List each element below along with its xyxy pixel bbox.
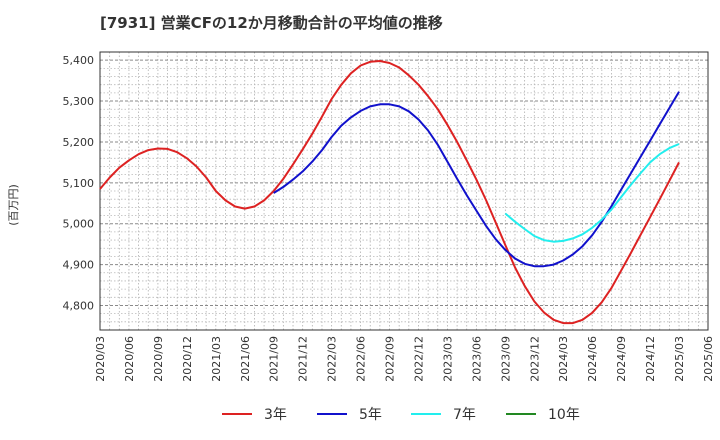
plot-frame — [99, 51, 709, 331]
x-tick-label: 2023/03 — [441, 336, 454, 382]
y-tick-label: 4,800 — [63, 299, 95, 312]
x-tick-label: 2022/12 — [412, 336, 425, 382]
x-axis: 2020/03 2020/06 2020/09 2020/12 2021/03 2021/… — [94, 336, 715, 382]
x-tick-label: 2021/06 — [239, 336, 252, 382]
x-tick-label: 2025/06 — [702, 336, 715, 382]
y-axis: 4,800 4,900 5,000 5,100 5,200 5,300 5,400 — [63, 54, 95, 312]
legend-label: 7年 — [453, 407, 476, 423]
legend-label: 3年 — [264, 407, 287, 423]
x-tick-label: 2020/12 — [181, 336, 194, 382]
x-tick-label: 2021/12 — [297, 336, 310, 382]
series-lines — [99, 60, 680, 325]
x-tick-label: 2024/06 — [586, 336, 599, 382]
x-tick-label: 2023/12 — [528, 336, 541, 382]
legend: 3年 5年 7年 10年 — [222, 407, 580, 423]
y-tick-label: 4,900 — [63, 259, 95, 272]
x-tick-label: 2020/06 — [123, 336, 136, 382]
x-tick-label: 2025/03 — [673, 336, 686, 382]
grid — [100, 51, 708, 331]
y-tick-label: 5,300 — [63, 95, 95, 108]
x-tick-label: 2022/09 — [384, 336, 397, 382]
x-tick-label: 2022/03 — [326, 336, 339, 382]
x-tick-label: 2022/06 — [355, 336, 368, 382]
y-tick-label: 5,100 — [63, 177, 95, 190]
series-line-5年 — [273, 91, 680, 268]
x-tick-label: 2024/03 — [557, 336, 570, 382]
x-tick-label: 2020/03 — [94, 336, 107, 382]
chart-title: [7931] 営業CFの12か月移動合計の平均値の推移 — [100, 14, 443, 32]
x-tick-label: 2023/09 — [499, 336, 512, 382]
legend-label: 5年 — [359, 407, 382, 423]
series-line-7年 — [504, 143, 680, 243]
y-tick-label: 5,200 — [63, 136, 95, 149]
x-tick-label: 2023/06 — [470, 336, 483, 382]
y-axis-label: (百万円) — [7, 184, 20, 226]
series-line-3年 — [99, 60, 680, 325]
y-tick-label: 5,000 — [63, 218, 95, 231]
x-tick-label: 2021/09 — [268, 336, 281, 382]
y-tick-label: 5,400 — [63, 54, 95, 67]
legend-label: 10年 — [548, 407, 580, 423]
x-tick-label: 2024/12 — [644, 336, 657, 382]
x-tick-label: 2021/03 — [210, 336, 223, 382]
x-tick-label: 2024/09 — [615, 336, 628, 382]
x-tick-label: 2020/09 — [152, 336, 165, 382]
